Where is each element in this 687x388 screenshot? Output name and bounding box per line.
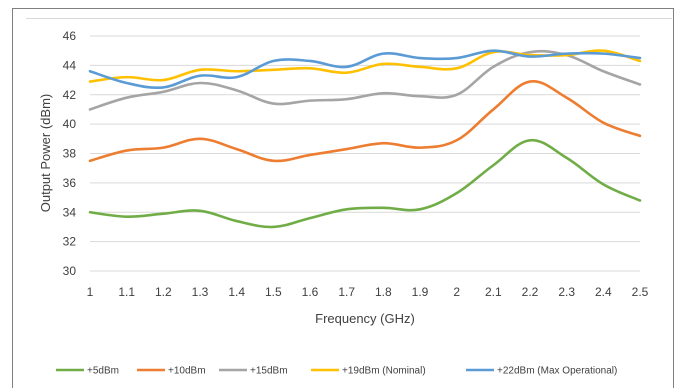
y-tick-label: 32 [63,235,77,249]
series-line-15dbm [88,49,642,111]
x-tick-label: 1.7 [338,285,355,299]
x-tick-label: 1.4 [228,285,245,299]
y-tick-label: 44 [63,58,77,72]
legend-label: +10dBm [168,366,206,377]
x-tick-label: 2.4 [595,285,612,299]
x-tick-label: 1.9 [412,285,429,299]
chart-top-rule [26,18,672,19]
series-line-22dbm-max-operational [88,49,642,90]
y-tick-label: 30 [63,264,77,278]
legend-label: +19dBm (Nominal) [342,366,426,377]
x-tick-label: 1.5 [265,285,282,299]
legend-label: +22dBm (Max Operational) [497,366,617,377]
x-tick-label: 1.3 [192,285,209,299]
y-tick-label: 42 [63,88,77,102]
y-tick-label: 40 [63,117,77,131]
x-tick-label: 1.8 [375,285,392,299]
x-tick-label: 1 [87,285,94,299]
legend-label: +15dBm [250,366,288,377]
y-tick-label: 34 [63,205,77,219]
x-axis-ticks: 1 1.1 1.2 1.3 1.4 1.5 1.6 1.7 1.8 1.9 2 2.1 2.2 2.3 2.… [87,285,649,299]
x-axis-label: Frequency (GHz) [315,311,415,326]
x-tick-label: 2.1 [485,285,502,299]
y-axis-ticks: 30 32 34 36 38 40 42 44 46 [63,29,77,278]
x-tick-label: 1.2 [155,285,172,299]
y-tick-label: 36 [63,176,77,190]
series-line-10dbm [88,80,642,163]
y-tick-label: 46 [63,29,77,43]
x-tick-label: 2.3 [558,285,575,299]
y-tick-label: 38 [63,147,77,161]
legend: +5dBm +10dBm +15dBm +19dBm (Nominal) +22dBm … [56,366,617,377]
x-tick-label: 2.2 [522,285,539,299]
x-tick-label: 2 [453,285,460,299]
series-lines [88,49,642,229]
gridlines [90,35,640,272]
x-tick-label: 1.1 [118,285,135,299]
y-axis-label: Output Power (dBm) [38,94,53,213]
legend-label: +5dBm [87,366,119,377]
chart-frame [12,8,674,388]
series-line-5dbm [88,138,642,229]
x-tick-label: 2.5 [632,285,649,299]
x-tick-label: 1.6 [302,285,319,299]
